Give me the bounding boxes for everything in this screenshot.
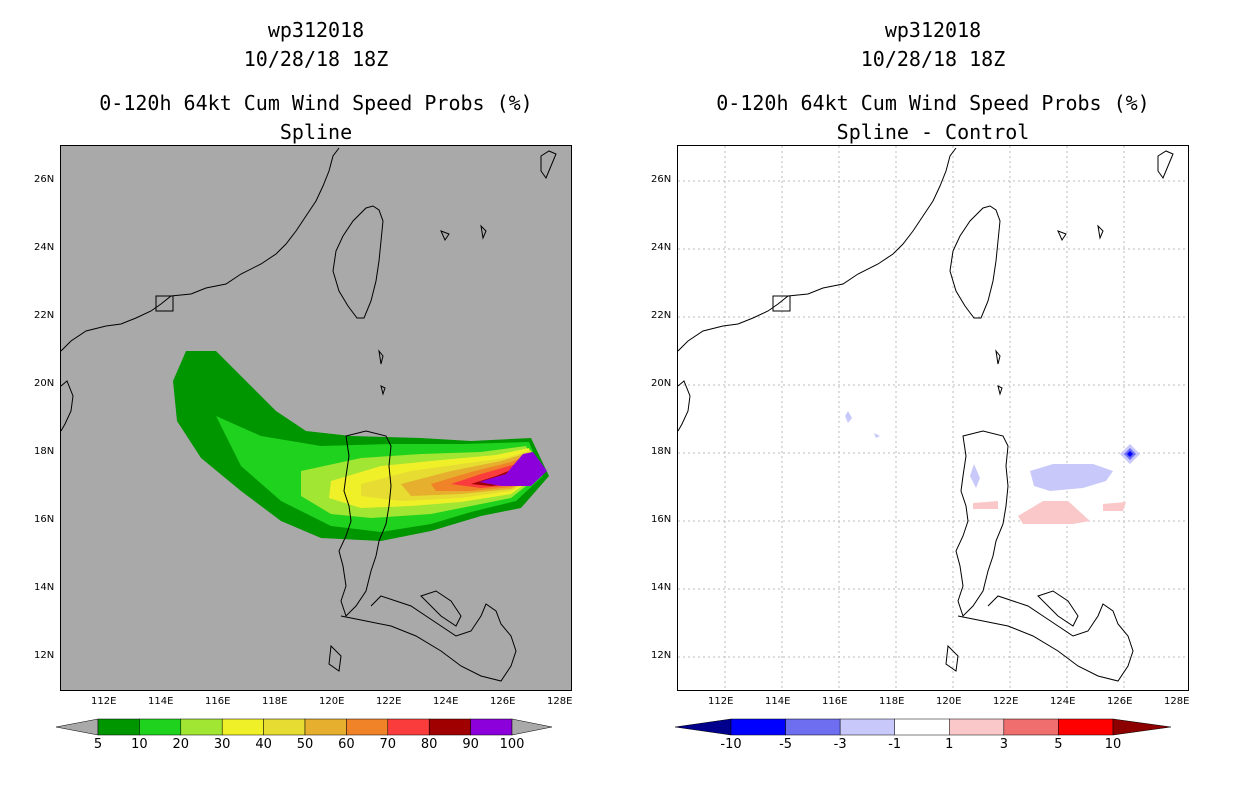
left-colorbar-arrow-right bbox=[511, 718, 553, 736]
left-lat-tick-12: 12N bbox=[34, 650, 55, 661]
right-title-line-3: 0-120h 64kt Cum Wind Speed Probs (%) bbox=[716, 91, 1150, 115]
right-map-svg bbox=[678, 146, 1188, 690]
left-colorbar-swatch bbox=[387, 718, 430, 736]
left-lat-tick-18: 18N bbox=[34, 446, 55, 457]
left-colorbar-label: 5 bbox=[93, 737, 103, 752]
right-colorbar bbox=[675, 718, 1172, 736]
right-lat-tick-16: 16N bbox=[651, 514, 672, 525]
left-colorbar-swatch bbox=[263, 718, 306, 736]
left-lon-tick-112: 112E bbox=[91, 696, 117, 707]
left-colorbar bbox=[56, 718, 553, 736]
left-lon-tick-118: 118E bbox=[262, 696, 288, 707]
right-colorbar-label: 3 bbox=[999, 737, 1008, 752]
right-colorbar-label: -3 bbox=[833, 737, 847, 752]
left-colorbar-label: 60 bbox=[338, 737, 355, 752]
right-lat-tick-12: 12N bbox=[651, 650, 672, 661]
right-lat-tick-20: 20N bbox=[651, 378, 672, 389]
left-map bbox=[60, 145, 572, 691]
right-colorbar-swatch bbox=[1058, 718, 1114, 736]
left-colorbar-label: 50 bbox=[296, 737, 314, 752]
left-lon-tick-114: 114E bbox=[148, 696, 174, 707]
left-lat-tick-20: 20N bbox=[34, 378, 55, 389]
left-colorbar-swatch bbox=[139, 718, 182, 736]
right-colorbar-arrow-left bbox=[675, 718, 732, 736]
left-colorbar-label: 10 bbox=[131, 737, 148, 752]
left-colorbar-swatch bbox=[304, 718, 347, 736]
right-title-line-2: 10/28/18 18Z bbox=[860, 47, 1006, 71]
right-colorbar-arrow-right bbox=[1112, 718, 1172, 736]
right-lat-tick-24: 24N bbox=[651, 242, 672, 253]
left-lon-tick-122: 122E bbox=[376, 696, 402, 707]
left-lon-tick-124: 124E bbox=[433, 696, 459, 707]
left-lat-tick-24: 24N bbox=[34, 242, 55, 253]
left-lon-tick-120: 120E bbox=[319, 696, 345, 707]
right-lat-tick-22: 22N bbox=[651, 310, 672, 321]
right-colorbar-label: 5 bbox=[1054, 737, 1063, 752]
left-colorbar-label: 100 bbox=[499, 737, 525, 752]
left-colorbar-label: 80 bbox=[420, 737, 438, 752]
left-title-line-2: 10/28/18 18Z bbox=[243, 47, 389, 71]
left-title-line-1: wp312018 bbox=[267, 18, 365, 42]
right-colorbar-swatch bbox=[1003, 718, 1059, 736]
right-lat-tick-14: 14N bbox=[651, 582, 672, 593]
right-colorbar-swatch bbox=[949, 718, 1005, 736]
left-lat-tick-26: 26N bbox=[34, 174, 55, 185]
right-colorbar-swatch bbox=[730, 718, 786, 736]
right-lon-tick-128: 128E bbox=[1164, 696, 1190, 707]
left-colorbar-swatch bbox=[346, 718, 389, 736]
right-lon-tick-124: 124E bbox=[1050, 696, 1076, 707]
right-lon-tick-120: 120E bbox=[936, 696, 962, 707]
right-lon-tick-118: 118E bbox=[879, 696, 905, 707]
right-colorbar-label: -1 bbox=[888, 737, 902, 752]
right-colorbar-label: -5 bbox=[779, 737, 793, 752]
right-colorbar-swatch bbox=[894, 718, 950, 736]
right-lon-tick-116: 116E bbox=[822, 696, 848, 707]
right-colorbar-label: 1 bbox=[945, 737, 954, 752]
difference-shading bbox=[845, 411, 1140, 524]
left-lat-tick-22: 22N bbox=[34, 310, 55, 321]
right-lon-tick-126: 126E bbox=[1107, 696, 1133, 707]
left-title-line-3: 0-120h 64kt Cum Wind Speed Probs (%) bbox=[99, 91, 533, 115]
left-lat-tick-16: 16N bbox=[34, 514, 55, 525]
coastlines bbox=[678, 147, 1174, 682]
left-lon-tick-116: 116E bbox=[205, 696, 231, 707]
left-colorbar-swatch bbox=[221, 718, 264, 736]
gridlines bbox=[678, 146, 1188, 690]
right-lon-tick-114: 114E bbox=[765, 696, 791, 707]
coastlines bbox=[61, 147, 557, 682]
left-title-line-4: Spline bbox=[279, 120, 353, 144]
left-colorbar-label: 40 bbox=[255, 737, 272, 752]
right-colorbar-swatch bbox=[785, 718, 841, 736]
left-map-svg bbox=[61, 147, 557, 682]
wind-probability-shading bbox=[173, 351, 549, 541]
right-colorbar-label: 10 bbox=[1104, 737, 1122, 752]
left-colorbar-swatch bbox=[97, 718, 140, 736]
right-lat-tick-18: 18N bbox=[651, 446, 672, 457]
right-colorbar-label: -10 bbox=[720, 737, 742, 752]
left-colorbar-label: 30 bbox=[213, 737, 231, 752]
right-title-line-1: wp312018 bbox=[884, 18, 982, 42]
left-colorbar-swatch bbox=[470, 718, 513, 736]
right-map bbox=[677, 145, 1189, 691]
right-lon-tick-112: 112E bbox=[708, 696, 734, 707]
left-colorbar-label: 70 bbox=[379, 737, 397, 752]
left-lon-tick-126: 126E bbox=[490, 696, 516, 707]
left-colorbar-arrow-left bbox=[56, 718, 99, 736]
right-title-line-4: Spline - Control bbox=[836, 120, 1030, 144]
right-lon-tick-122: 122E bbox=[993, 696, 1019, 707]
right-colorbar-swatch bbox=[839, 718, 895, 736]
right-lat-tick-26: 26N bbox=[651, 174, 672, 185]
left-colorbar-label: 90 bbox=[462, 737, 479, 752]
left-colorbar-swatch bbox=[428, 718, 471, 736]
left-colorbar-swatch bbox=[180, 718, 223, 736]
left-lon-tick-128: 128E bbox=[547, 696, 573, 707]
left-lat-tick-14: 14N bbox=[34, 582, 55, 593]
left-colorbar-label: 20 bbox=[172, 737, 190, 752]
